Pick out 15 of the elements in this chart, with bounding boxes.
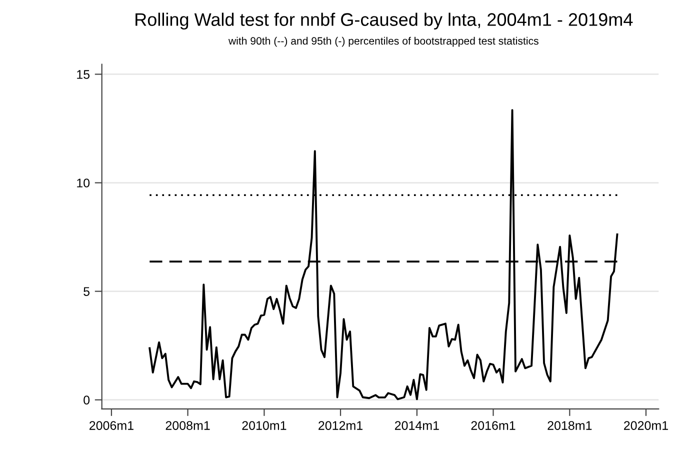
x-tick-label: 2018m1 bbox=[548, 421, 592, 430]
y-tick-label: 15 bbox=[77, 70, 90, 79]
chart-subtitle: with 90th (--) and 95th (-) percentiles of bootstrapped test statistics bbox=[228, 36, 538, 47]
line-series bbox=[148, 109, 618, 400]
x-tick-label: 2020m1 bbox=[624, 421, 668, 430]
y-tick-label: 0 bbox=[84, 396, 90, 405]
x-tick-label: 2006m1 bbox=[90, 421, 134, 430]
x-tick-label: 2016m1 bbox=[471, 421, 516, 430]
y-tick-label: 10 bbox=[77, 178, 90, 188]
x-tick-label: 2010m1 bbox=[242, 421, 286, 430]
x-tick-label: 2012m1 bbox=[318, 421, 362, 430]
chart-title: Rolling Wald test for nnbf G-caused by lnta, 2004m1 - 2019m4 bbox=[136, 12, 633, 30]
x-tick-label: 2014m1 bbox=[394, 421, 439, 430]
y-tick-label: 5 bbox=[84, 287, 90, 296]
x-tick-label: 2008m1 bbox=[166, 421, 210, 430]
